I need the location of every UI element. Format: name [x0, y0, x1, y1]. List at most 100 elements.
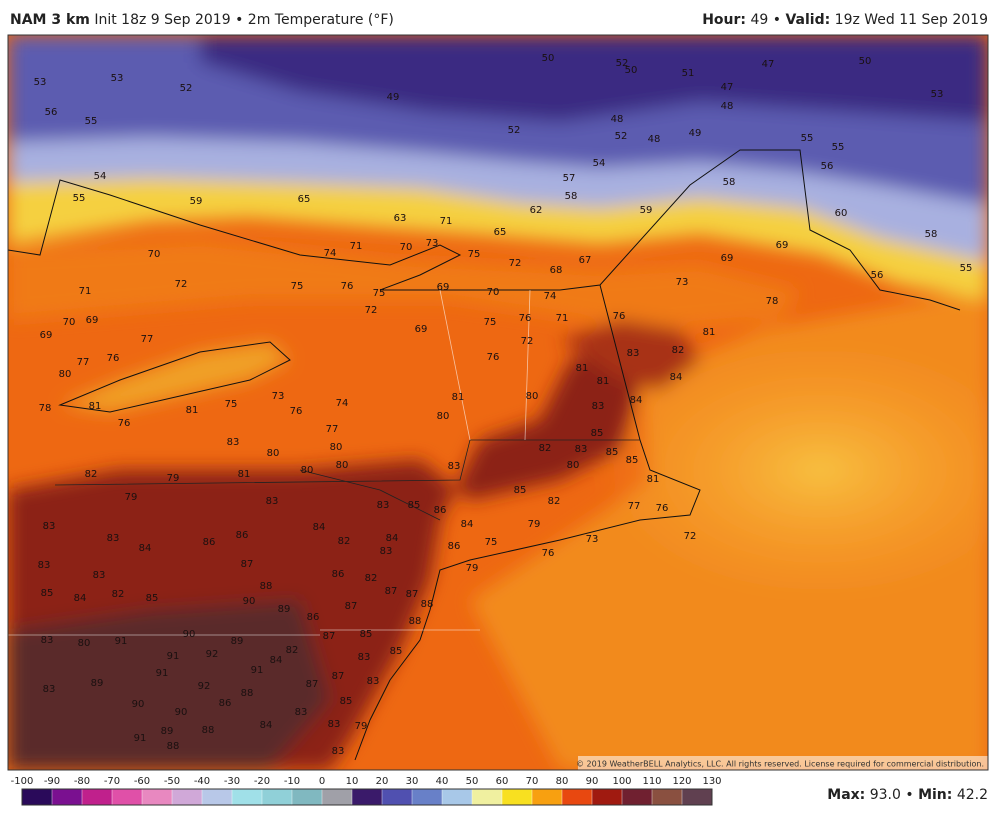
temperature-label: 90: [183, 629, 196, 640]
temperature-label: 55: [73, 193, 86, 204]
temperature-label: 83: [332, 746, 345, 757]
temperature-label: 91: [156, 668, 169, 679]
temperature-label: 75: [468, 249, 481, 260]
temperature-label: 91: [167, 651, 180, 662]
temperature-label: 55: [832, 142, 845, 153]
colorbar-segment: [592, 789, 622, 805]
temperature-label: 77: [628, 501, 641, 512]
temperature-label: 83: [227, 437, 240, 448]
temperature-label: 83: [328, 719, 341, 730]
temperature-label: 55: [960, 263, 973, 274]
temperature-label: 53: [931, 89, 944, 100]
temperature-label: 81: [597, 376, 610, 387]
temperature-label: 88: [202, 725, 215, 736]
temperature-label: 47: [721, 82, 734, 93]
colorbar: -100 -90 -80 -70 -60 -50 -40 -30 -20 -10 0 10 20 30 40…: [11, 776, 722, 806]
temperature-label: 91: [251, 665, 264, 676]
temperature-label: 80: [526, 391, 539, 402]
temperature-label: 56: [821, 161, 834, 172]
temperature-label: 85: [41, 588, 54, 599]
temperature-label: 81: [186, 405, 199, 416]
colorbar-tick-label: -90: [44, 776, 60, 787]
temperature-label: 85: [360, 629, 373, 640]
temperature-label: 91: [115, 636, 128, 647]
temperature-label: 83: [38, 560, 51, 571]
colorbar-tick-label: 30: [406, 776, 419, 787]
colorbar-tick-label: 40: [436, 776, 449, 787]
temperature-label: 86: [219, 698, 232, 709]
colorbar-segment: [532, 789, 562, 805]
temperature-label: 48: [648, 134, 661, 145]
temperature-label: 83: [358, 652, 371, 663]
colorbar-tick-label: 20: [376, 776, 389, 787]
temperature-label: 52: [508, 125, 521, 136]
temperature-label: 86: [332, 569, 345, 580]
temperature-label: 88: [167, 741, 180, 752]
temperature-label: 80: [301, 465, 314, 476]
temperature-label: 82: [539, 443, 552, 454]
min-label: Min:: [918, 787, 952, 803]
colorbar-tick-label: 80: [556, 776, 569, 787]
temperature-label: 69: [40, 330, 53, 341]
temperature-label: 85: [514, 485, 527, 496]
temperature-label: 78: [766, 296, 779, 307]
colorbar-segment: [112, 789, 142, 805]
colorbar-segment: [262, 789, 292, 805]
colorbar-segment: [622, 789, 652, 805]
colorbar-segment: [412, 789, 442, 805]
temperature-label: 84: [386, 533, 399, 544]
temperature-label: 79: [466, 563, 479, 574]
temperature-label: 80: [567, 460, 580, 471]
temperature-label: 76: [613, 311, 626, 322]
temperature-label: 75: [484, 317, 497, 328]
separator: •: [773, 12, 781, 28]
temperature-label: 86: [307, 612, 320, 623]
temperature-label: 72: [175, 279, 188, 290]
temperature-label: 52: [616, 58, 629, 69]
temperature-label: 69: [86, 315, 99, 326]
temperature-label: 88: [409, 616, 422, 627]
parameter: 2m Temperature (°F): [248, 12, 394, 28]
temperature-label: 92: [206, 649, 219, 660]
temperature-label: 69: [415, 324, 428, 335]
temperature-label: 73: [272, 391, 285, 402]
temperature-label: 48: [721, 101, 734, 112]
temperature-label: 88: [241, 688, 254, 699]
colorbar-segment: [52, 789, 82, 805]
hour: 49: [750, 12, 768, 28]
temperature-label: 58: [925, 229, 938, 240]
temperature-label: 77: [141, 334, 154, 345]
temperature-label: 53: [111, 73, 124, 84]
temperature-label: 83: [295, 707, 308, 718]
colorbar-segment: [322, 789, 352, 805]
temperature-label: 90: [175, 707, 188, 718]
temperature-label: 68: [550, 265, 563, 276]
temperature-label: 65: [494, 227, 507, 238]
temperature-label: 76: [290, 406, 303, 417]
temperature-label: 51: [682, 68, 695, 79]
temperature-label: 90: [243, 596, 256, 607]
temperature-label: 76: [118, 418, 131, 429]
temperature-label: 48: [611, 114, 624, 125]
temperature-label: 76: [542, 548, 555, 559]
temperature-label: 82: [365, 573, 378, 584]
temperature-label: 88: [421, 599, 434, 610]
max-label: Max:: [827, 787, 865, 803]
temperature-label: 59: [640, 205, 653, 216]
header-right: Hour: 49 • Valid: 19z Wed 11 Sep 2019: [702, 12, 988, 28]
model: NAM 3 km: [10, 12, 90, 28]
temperature-label: 72: [521, 336, 534, 347]
colorbar-segment: [172, 789, 202, 805]
temperature-label: 84: [260, 720, 273, 731]
temperature-label: 85: [591, 428, 604, 439]
temperature-label: 83: [575, 444, 588, 455]
temperature-label: 82: [672, 345, 685, 356]
temperature-label: 79: [167, 473, 180, 484]
temperature-label: 69: [776, 240, 789, 251]
temperature-label: 83: [93, 570, 106, 581]
temperature-label: 49: [387, 92, 400, 103]
temperature-label: 84: [461, 519, 474, 530]
colorbar-tick-label: 90: [586, 776, 599, 787]
temperature-label: 53: [34, 77, 47, 88]
temperature-label: 85: [408, 500, 421, 511]
